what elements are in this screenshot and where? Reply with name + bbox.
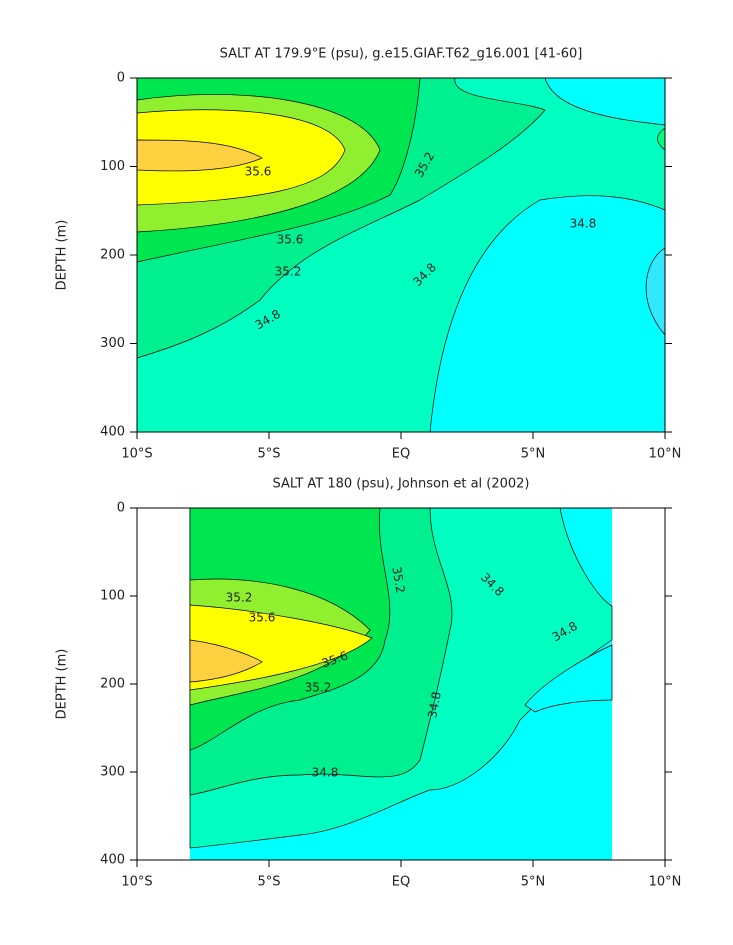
y-tick-label: 100 xyxy=(100,589,125,604)
contour-fills xyxy=(136,77,666,860)
contour-label: 35.2 xyxy=(305,681,332,695)
contour-label: 35.2 xyxy=(226,591,253,605)
x-tick-label: EQ xyxy=(392,875,410,890)
contour-label: 35.6 xyxy=(277,233,304,247)
y-tick-label: 400 xyxy=(100,853,125,868)
x-tick-label: 10°N xyxy=(649,875,682,890)
y-tick-label: 0 xyxy=(117,501,125,516)
fill xyxy=(645,247,666,336)
x-tick-label: 10°N xyxy=(649,447,682,462)
chart-title: SALT AT 179.9°E (psu), g.e15.GIAF.T62_g1… xyxy=(220,47,583,62)
y-tick-label: 200 xyxy=(100,248,125,263)
y-tick-label: 300 xyxy=(100,336,125,351)
y-tick-label: 200 xyxy=(100,677,125,692)
x-tick-label: 10°S xyxy=(121,447,152,462)
contour-label: 35.6 xyxy=(245,165,272,179)
contour-label: 34.8 xyxy=(570,217,597,231)
x-tick-label: 10°S xyxy=(121,875,152,890)
contour-label: 35.6 xyxy=(249,611,276,625)
contour-label: 34.8 xyxy=(425,691,443,720)
x-tick-label: 5°S xyxy=(257,447,280,462)
y-axis-label: DEPTH (m) xyxy=(55,220,70,291)
x-tick-label: 5°N xyxy=(521,447,546,462)
fill xyxy=(136,139,263,172)
y-axis-label: DEPTH (m) xyxy=(55,649,70,720)
chart-title: SALT AT 180 (psu), Johnson et al (2002) xyxy=(272,477,529,492)
y-tick-label: 300 xyxy=(100,765,125,780)
y-tick-label: 100 xyxy=(100,159,125,174)
fill xyxy=(189,639,263,683)
x-tick-label: 5°N xyxy=(521,875,546,890)
y-tick-label: 400 xyxy=(100,425,125,440)
y-tick-label: 0 xyxy=(117,71,125,86)
fill xyxy=(524,644,613,713)
contour-label: 35.2 xyxy=(389,566,407,595)
x-tick-label: 5°S xyxy=(257,875,280,890)
contour-label: 35.2 xyxy=(275,265,302,279)
fill xyxy=(429,195,666,433)
x-tick-label: EQ xyxy=(392,447,410,462)
contour-label: 34.8 xyxy=(312,766,339,780)
